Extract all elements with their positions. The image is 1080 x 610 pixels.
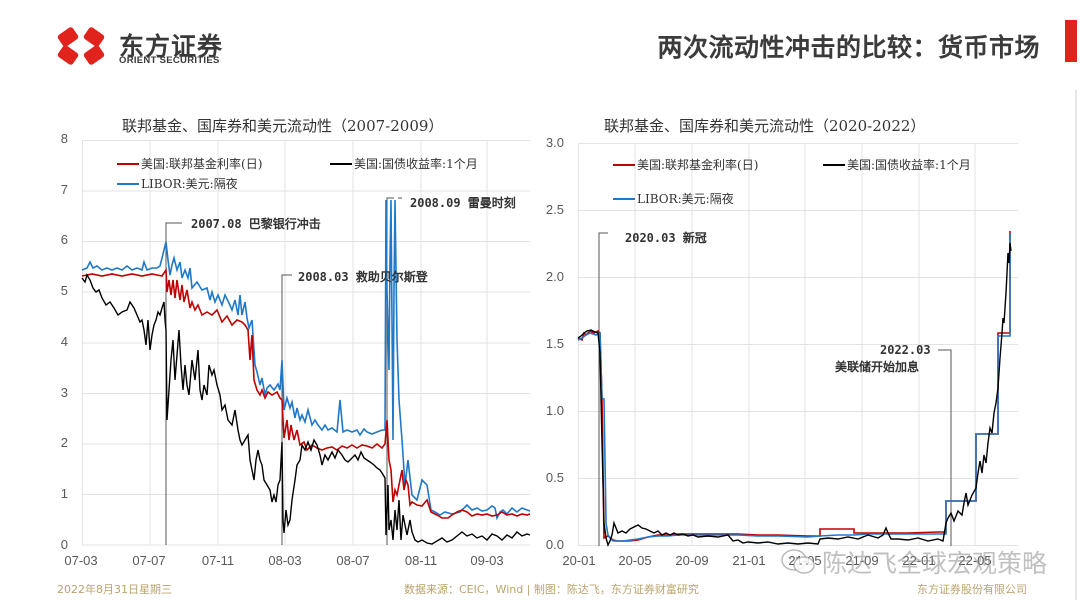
left-chart-title: 联邦基金、国库券和美元流动性（2007-2009） xyxy=(122,117,444,135)
y-tick: 2.0 xyxy=(545,269,564,284)
slide-right-border xyxy=(1075,90,1077,600)
x-tick: 21-01 xyxy=(732,553,766,568)
y-tick: 7 xyxy=(60,182,68,197)
legend-line-red xyxy=(613,163,635,166)
right-chart-plot xyxy=(577,143,1018,547)
legend-label: 美国:国债收益率:1个月 xyxy=(847,158,971,172)
legend-line-red xyxy=(117,162,139,165)
x-tick: 20-09 xyxy=(675,553,709,568)
y-tick: 0.0 xyxy=(545,537,564,552)
title-accent-bar xyxy=(1065,20,1077,62)
footer-source: 数据来源：CEIC，Wind | 制图：陈达飞，东方证券财富研究 xyxy=(404,583,699,596)
legend-libor: LIBOR:美元:隔夜 xyxy=(117,175,238,192)
x-tick: 08-11 xyxy=(404,553,438,568)
watermark-text: 陈达飞全球宏观策略 xyxy=(822,549,1048,578)
y-tick: 2 xyxy=(60,435,68,450)
annotation-lehman: 2008.09 雷曼时刻 xyxy=(410,196,516,210)
y-tick: 3.0 xyxy=(545,135,564,150)
x-tick: 08-03 xyxy=(268,553,302,568)
legend-label: 美国:联邦基金利率(日) xyxy=(637,158,759,172)
y-tick: 1.0 xyxy=(545,403,564,418)
legend-label: 美国:国债收益率:1个月 xyxy=(354,157,478,171)
orient-securities-logo: 东方证券 ORIENT SECURITIES xyxy=(55,25,255,70)
footer-company: 东方证券股份有限公司 xyxy=(917,583,1027,596)
x-tick: 07-03 xyxy=(64,553,98,568)
annotation-bnp-shock: 2007.08 巴黎银行冲击 xyxy=(191,217,321,231)
wechat-icon xyxy=(781,549,815,574)
x-tick: 07-07 xyxy=(132,553,166,568)
x-tick: 07-11 xyxy=(201,553,235,568)
legend-tbill-1m-right: 美国:国债收益率:1个月 xyxy=(823,156,971,173)
y-tick: 3 xyxy=(60,385,68,400)
left-chart-plot xyxy=(81,140,531,546)
annotation-fed-hike: 美联储开始加息 xyxy=(835,360,920,374)
y-tick: 1.5 xyxy=(545,336,564,351)
wechat-watermark: 陈达飞全球宏观策略 xyxy=(780,544,1047,580)
logo-text-cn: 东方证券 xyxy=(119,32,224,61)
annotation-bear-stearns: 2008.03 救助贝尔斯登 xyxy=(298,270,428,284)
legend-label: LIBOR:美元:隔夜 xyxy=(637,192,734,206)
legend-label: LIBOR:美元:隔夜 xyxy=(141,177,238,191)
y-tick: 2.5 xyxy=(545,202,564,217)
y-tick: 4 xyxy=(60,334,68,349)
annotation-2022-03: 2022.03 xyxy=(880,343,931,357)
legend-libor-right: LIBOR:美元:隔夜 xyxy=(613,190,734,207)
legend-line-black xyxy=(330,162,352,165)
x-tick: 22-05 xyxy=(958,553,992,568)
x-tick: 09-03 xyxy=(470,553,504,568)
x-tick: 08-07 xyxy=(336,553,370,568)
x-tick: 20-05 xyxy=(618,553,652,568)
y-tick: 1 xyxy=(60,486,68,501)
legend-tbill-1m: 美国:国债收益率:1个月 xyxy=(330,155,478,172)
legend-label: 美国:联邦基金利率(日) xyxy=(141,157,263,171)
footer-date: 2022年8月31日星期三 xyxy=(57,583,172,596)
right-chart-title: 联邦基金、国库券和美元流动性（2020-2022） xyxy=(604,117,926,135)
y-tick: 0.5 xyxy=(545,470,564,485)
x-tick: 22-01 xyxy=(902,553,936,568)
logo-mark-icon xyxy=(57,27,105,65)
y-tick: 6 xyxy=(60,232,68,247)
logo-text-en: ORIENT SECURITIES xyxy=(119,55,220,66)
y-tick: 8 xyxy=(60,131,68,146)
x-tick: 20-01 xyxy=(562,553,596,568)
legend-fed-funds: 美国:联邦基金利率(日) xyxy=(117,155,262,172)
y-tick: 5 xyxy=(60,283,68,298)
legend-line-blue xyxy=(117,182,139,185)
y-tick: 0 xyxy=(60,537,68,552)
x-tick: 21-09 xyxy=(845,553,879,568)
legend-line-blue xyxy=(613,197,635,200)
page-title: 两次流动性冲击的比较：货币市场 xyxy=(657,33,1040,62)
legend-line-black xyxy=(823,163,845,166)
annotation-covid: 2020.03 新冠 xyxy=(625,231,707,245)
legend-fed-funds-right: 美国:联邦基金利率(日) xyxy=(613,156,758,173)
